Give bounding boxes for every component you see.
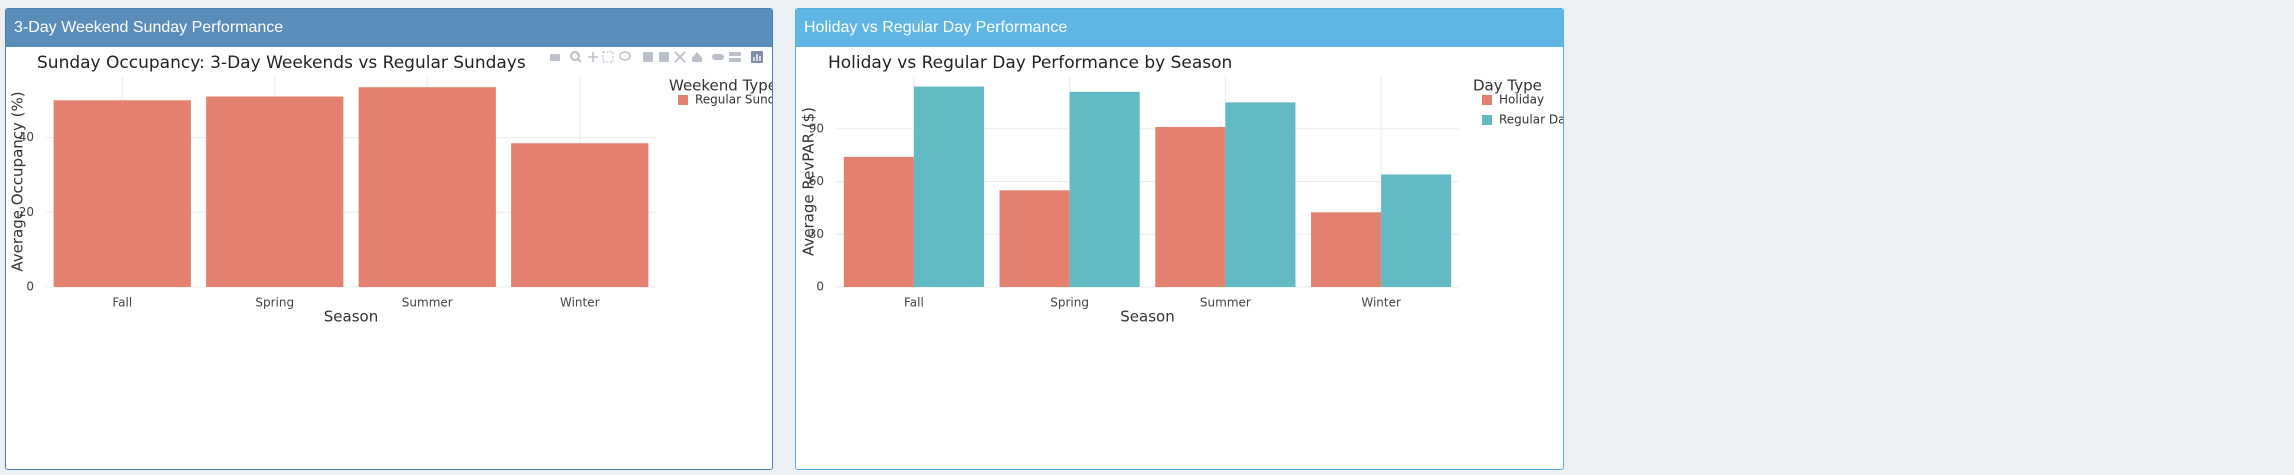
modebar [550,51,763,63]
bar-holiday [999,190,1070,287]
plotly-logo-icon-bars [753,54,761,61]
legend-label: Regular Day [1499,113,1563,127]
sunday-occupancy-chart[interactable]: Sunday Occupancy: 3-Day Weekends vs Regu… [6,50,772,469]
zoom-in-icon [643,52,653,62]
legend-label: Regular Sunday [695,93,772,107]
x-tick-label: Spring [1050,296,1089,310]
x-tick-label: Fall [112,296,132,310]
bar-regular-day [913,86,984,287]
x-axis-title: Season [324,308,378,326]
chart-title: Sunday Occupancy: 3-Day Weekends vs Regu… [37,53,526,73]
chart-container: Sunday Occupancy: 3-Day Weekends vs Regu… [6,50,772,469]
bar-regular-sunday [358,87,496,287]
box-select-icon [602,51,614,63]
panel-header: Holiday vs Regular Day Performance [796,9,1563,47]
bar-holiday [1311,212,1382,287]
y-axis-title: Average Occupancy (%) [9,91,27,271]
x-tick-label: Spring [255,296,294,310]
hover-closest-icon [712,54,724,60]
y-tick-label: 60 [809,174,824,188]
legend-swatch [678,95,688,105]
y-axis-title: Average RevPAR ($) [800,107,818,256]
y-tick-label: 40 [19,130,34,144]
bar-regular-sunday [53,100,191,287]
hover-compare-icon-b [729,58,741,62]
legend-label: Holiday [1499,93,1544,107]
panel-header: 3-Day Weekend Sunday Performance [6,9,772,47]
y-tick-label: 20 [19,205,34,219]
chart-container: Holiday vs Regular Day Performance by Se… [796,50,1564,469]
bar-regular-day [1069,91,1140,287]
bar-regular-day [1381,174,1452,287]
legend-title: Day Type [1473,77,1542,95]
y-tick-label: 0 [816,280,824,294]
zoom-icon [570,51,580,61]
hover-compare-icon [729,52,741,56]
x-tick-label: Summer [402,296,453,310]
x-tick-label: Summer [1200,296,1251,310]
bar-regular-sunday [206,96,344,287]
y-tick-label: 0 [26,280,34,294]
reset-axes-icon [692,52,702,62]
zoom-out-icon [659,52,669,62]
x-tick-label: Winter [1361,296,1401,310]
y-tick-label: 90 [809,121,824,135]
bar-regular-sunday [511,143,649,287]
bar-regular-day [1225,102,1296,287]
x-tick-label: Fall [904,296,924,310]
y-tick-label: 30 [809,227,824,241]
camera-icon [550,54,560,61]
zoom-icon-handle [577,58,582,63]
sunday-performance-panel: 3-Day Weekend Sunday Performance Sunday … [5,8,773,470]
x-tick-label: Winter [560,296,600,310]
autoscale-icon [674,51,686,63]
legend-title: Weekend Type [669,77,772,95]
holiday-revpar-chart[interactable]: Holiday vs Regular Day Performance by Se… [796,50,1564,469]
legend-swatch [1482,115,1492,125]
x-axis-title: Season [1120,308,1174,326]
chart-title: Holiday vs Regular Day Performance by Se… [828,53,1232,73]
pan-icon [588,52,598,62]
legend-swatch [1482,95,1492,105]
bar-holiday [1155,126,1226,287]
holiday-performance-panel: Holiday vs Regular Day Performance Holid… [795,8,1564,470]
lasso-icon [619,51,631,61]
bar-holiday [843,156,914,287]
